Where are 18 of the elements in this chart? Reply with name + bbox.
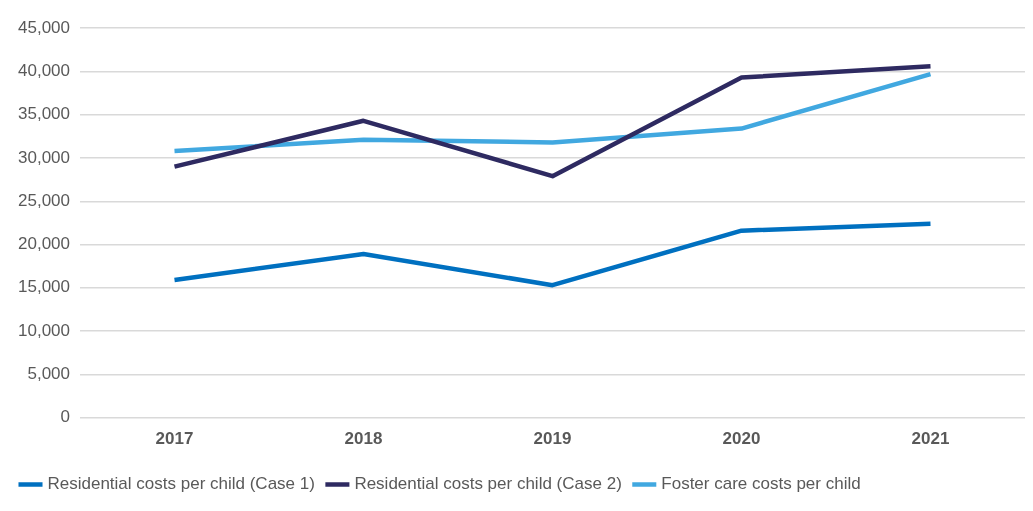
y-tick-label: 30,000 xyxy=(18,147,70,167)
y-tick-label: 0 xyxy=(60,407,70,427)
x-tick-label: 2020 xyxy=(722,429,761,449)
legend-label: Foster care costs per child xyxy=(661,474,861,494)
legend-label: Residential costs per child (Case 1) xyxy=(47,474,315,494)
y-tick-label: 40,000 xyxy=(18,61,70,81)
legend-label: Residential costs per child (Case 2) xyxy=(354,474,622,494)
x-tick-label: 2017 xyxy=(155,429,194,449)
y-tick-label: 5,000 xyxy=(27,364,70,384)
y-tick-label: 25,000 xyxy=(18,190,70,210)
x-tick-label: 2018 xyxy=(344,429,383,449)
y-tick-label: 15,000 xyxy=(18,277,70,297)
y-tick-label: 10,000 xyxy=(18,320,70,340)
y-tick-label: 35,000 xyxy=(18,104,70,124)
y-tick-label: 20,000 xyxy=(18,234,70,254)
x-tick-label: 2019 xyxy=(533,429,572,449)
x-tick-label: 2021 xyxy=(911,429,950,449)
y-tick-label: 45,000 xyxy=(18,17,70,37)
